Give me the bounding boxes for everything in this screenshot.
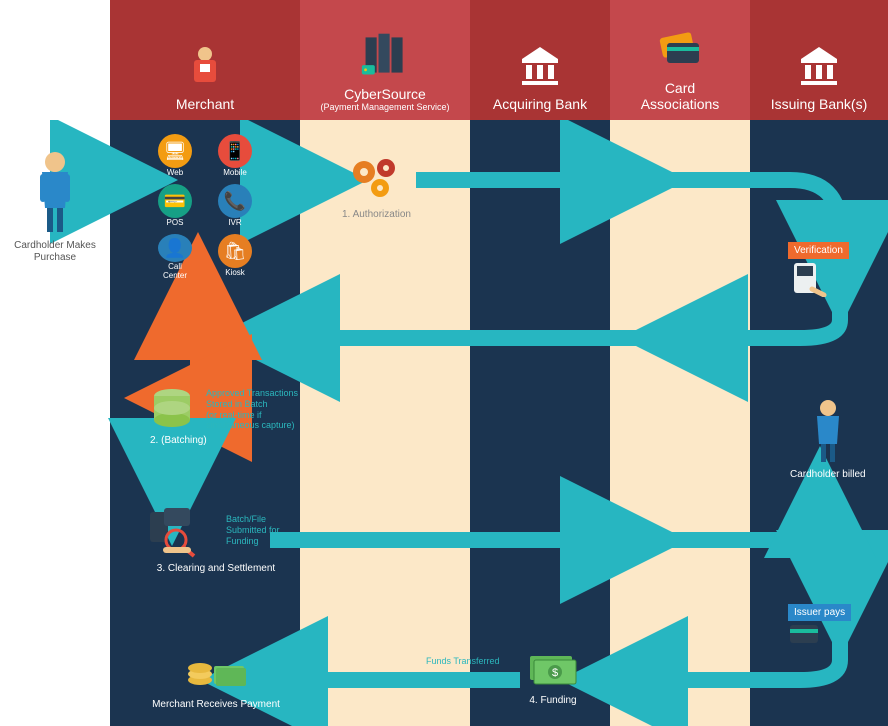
channel-grid: 🖥Web 📱Mobile 💳POS 📞IVR 👤Call Center 🛍Kio…	[150, 134, 260, 280]
header-merchant-label: Merchant	[176, 96, 234, 112]
header-merchant: Merchant	[110, 0, 300, 120]
channel-ivr: 📞IVR	[210, 184, 260, 230]
header-card-label: Card Associations	[641, 80, 720, 112]
cards-icon	[655, 24, 705, 74]
header-issue: Issuing Bank(s)	[750, 0, 888, 120]
header-row: Merchant CyberSource (Payment Management…	[110, 0, 888, 120]
header-acq: Acquiring Bank	[470, 0, 610, 120]
batching-text: Approved Transactions Stored in Batch (o…	[206, 388, 306, 431]
funding-text: Funds Transferred	[426, 656, 500, 667]
receives-label: Merchant Receives Payment	[146, 699, 286, 710]
channel-web: 🖥Web	[150, 134, 200, 180]
channel-pos: 💳POS	[150, 184, 200, 230]
funding-label: 4. Funding	[524, 695, 582, 706]
body-area: 🖥Web 📱Mobile 💳POS 📞IVR 👤Call Center 🛍Kio…	[110, 120, 888, 726]
batching-label: 2. (Batching)	[150, 435, 207, 446]
issuer-pays-node: Issuer pays	[788, 604, 851, 652]
clearing-text: Batch/File Submitted for Funding	[226, 514, 296, 546]
batching-node: 2. (Batching)	[150, 386, 207, 446]
channel-mobile: 📱Mobile	[210, 134, 260, 180]
merchant-icon	[180, 40, 230, 90]
verification-node: Verification	[788, 242, 849, 302]
header-cyber-sublabel: (Payment Management Service)	[320, 102, 449, 112]
billed-label: Cardholder billed	[790, 469, 866, 480]
header-cyber: CyberSource (Payment Management Service)	[300, 0, 470, 120]
issuer-pays-label: Issuer pays	[788, 604, 851, 621]
header-acq-label: Acquiring Bank	[493, 96, 587, 112]
flow-arrows	[0, 120, 888, 726]
bank-icon-1	[515, 40, 565, 90]
cardholder-icon	[30, 150, 80, 236]
billed-node: Cardholder billed	[790, 398, 866, 480]
server-icon	[360, 30, 410, 80]
header-issue-label: Issuing Bank(s)	[771, 96, 867, 112]
receives-node: Merchant Receives Payment	[146, 650, 286, 710]
verification-label: Verification	[788, 242, 849, 259]
channel-kiosk: 🛍Kiosk	[210, 234, 260, 280]
bank-icon-2	[794, 40, 844, 90]
clearing-label: 3. Clearing and Settlement	[146, 563, 286, 574]
left-panel: Cardholder Makes Purchase	[0, 120, 110, 726]
header-card: Card Associations	[610, 0, 750, 120]
channel-call: 👤Call Center	[150, 234, 200, 280]
svg-text:$: $	[552, 667, 558, 679]
funding-node: $ 4. Funding	[524, 652, 582, 706]
authorization-node: 1. Authorization	[342, 154, 411, 220]
cardholder-label: Cardholder Makes Purchase	[14, 240, 96, 264]
authorization-label: 1. Authorization	[342, 209, 411, 220]
header-cyber-label: CyberSource	[344, 86, 426, 102]
